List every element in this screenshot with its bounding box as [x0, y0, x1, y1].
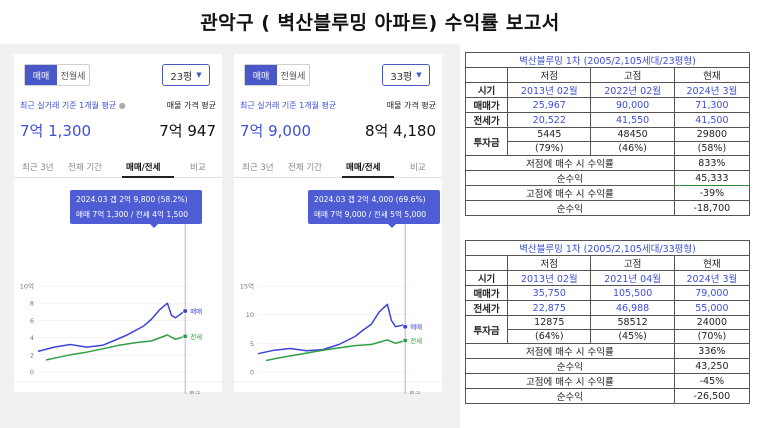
legend-label: 매매: [410, 323, 422, 331]
area-select[interactable]: 23평 ▼: [162, 64, 210, 86]
table-row: (79%) (46%) (58%): [466, 141, 751, 156]
table-header-row: 저점 고점 현재: [464, 255, 751, 271]
legend-label: 매매: [190, 307, 202, 315]
chevron-down-icon: ▼: [416, 71, 422, 79]
return-table-23: 벽산블루밍 1차 (2005/2,105세대/23평형) 저점 고점 현재 시기…: [464, 52, 751, 216]
ratio-note: 평균: [409, 390, 421, 394]
ask-label: 매물 가격 평균: [386, 101, 436, 110]
sale-tab[interactable]: 매매: [245, 65, 277, 85]
table-row: 순수익 -26,500: [465, 388, 751, 404]
tab-recent-3y[interactable]: 최근 3년: [242, 163, 274, 173]
trade-type-toggle[interactable]: 매매 전월세: [24, 64, 90, 86]
return-table-33: 벽산블루밍 1차 (2005/2,105세대/33평형) 저점 고점 현재 시기…: [464, 240, 751, 404]
series-line-1: [265, 339, 406, 362]
series-endpoint: [402, 323, 408, 330]
table-row: 순수익 -18,700: [465, 200, 751, 216]
series-endpoint: [182, 308, 188, 314]
rent-tab[interactable]: 전월세: [280, 71, 306, 82]
table-row: 순수익 43,250: [465, 358, 751, 374]
tab-sale-jeonse[interactable]: 매매/전세: [346, 163, 381, 173]
ask-label: 매물 가격 평균: [166, 101, 216, 110]
table-row: 저점에 매수 시 수익률 336%: [465, 343, 751, 359]
legend-label: 전세: [190, 332, 202, 341]
y-tick-label: 10억: [20, 283, 34, 291]
y-tick-label: 10: [246, 311, 254, 319]
page-title: 관악구 ( 벽산블루밍 아파트) 수익률 보고서: [200, 12, 560, 34]
tooltip-gap: 2024.03 갭 2억 9,800 (58.2%): [76, 195, 188, 204]
highlighted-cell: 45,333: [673, 170, 751, 186]
tab-recent-3y[interactable]: 최근 3년: [22, 163, 54, 173]
y-tick-label: 2: [30, 351, 34, 359]
chart-tooltip: 2024.03 갭 2억 4,000 (69.6%) 매매 7억 9,000 /…: [308, 190, 440, 228]
sale-tab[interactable]: 매매: [25, 65, 57, 85]
ask-price: 7억 947: [159, 122, 216, 140]
table-caption: 벽산블루밍 1차 (2005/2,105세대/33평형): [465, 240, 750, 256]
table-row: 저점에 매수 시 수익률 833%: [465, 155, 751, 171]
rent-tab[interactable]: 전월세: [60, 71, 86, 82]
ratio-note: 평균: [189, 390, 201, 394]
avg-price: 7억 9,000: [240, 122, 312, 140]
series-line-0: [257, 303, 406, 355]
tab-sale-jeonse[interactable]: 매매/전세: [126, 163, 161, 173]
table-row: 전세가 20,522 41,550 41,500: [464, 112, 751, 128]
tab-all-period[interactable]: 전체 기간: [288, 163, 322, 173]
ask-price: 8억 4,180: [364, 122, 436, 140]
y-tick-label: 8: [30, 300, 34, 308]
tab-compare[interactable]: 비교: [410, 163, 426, 173]
price-chart[interactable]: 15억1050전세가율매매전세평균66.1%200620082010201220…: [234, 224, 442, 394]
avg-price: 7억 1,300: [20, 122, 92, 140]
y-tick-label: 5: [250, 340, 254, 348]
price-chart[interactable]: 10억86420전세가율매매전세평균67.7%20062008201020122…: [14, 224, 222, 394]
info-icon: ●: [118, 101, 126, 110]
price-panel-23: 매매 전월세 23평 ▼ 최근 실거래 기준 1개월 평균 ● 매물 가격 평균…: [14, 54, 222, 394]
area-select[interactable]: 33평 ▼: [382, 64, 430, 86]
table-header-row: 저점 고점 현재: [464, 67, 751, 83]
tab-all-period[interactable]: 전체 기간: [68, 163, 102, 173]
period-tabs: 최근 3년 전체 기간 매매/전세 비교: [234, 158, 442, 178]
chevron-down-icon: ▼: [196, 71, 202, 79]
avg-label: 최근 실거래 기준 1개월 평균 ●: [20, 101, 126, 110]
trade-type-toggle[interactable]: 매매 전월세: [244, 64, 310, 86]
table-row: 고점에 매수 시 수익률 -39%: [465, 185, 751, 201]
y-tick-label: 0: [30, 369, 34, 377]
y-tick-label: 0: [250, 369, 254, 377]
table-row: (64%) (45%) (70%): [466, 329, 751, 344]
series-endpoint: [402, 337, 408, 344]
y-tick-label: 6: [30, 317, 34, 325]
legend-label: 전세: [410, 336, 422, 345]
table-row: 매매가 35,750 105,500 79,000: [464, 285, 751, 301]
table-row: 고점에 매수 시 수익률 -45%: [465, 373, 751, 389]
table-row: 시기 2013년 02월 2021년 04월 2024년 3월: [464, 270, 751, 286]
tooltip-prices: 매매 7억 1,300 / 전세 4억 1,500: [76, 210, 189, 219]
area-value: 23평: [170, 71, 193, 83]
tooltip-prices: 매매 7억 9,000 / 전세 5억 5,000: [314, 210, 427, 219]
table-row: 매매가 25,967 90,000 71,300: [464, 97, 751, 113]
table-caption: 벽산블루밍 1차 (2005/2,105세대/23평형): [465, 52, 750, 68]
chart-tooltip: 2024.03 갭 2억 9,800 (58.2%) 매매 7억 1,300 /…: [70, 190, 202, 228]
table-row: 시기 2013년 02월 2022년 02월 2024년 3월: [464, 82, 751, 98]
avg-label: 최근 실거래 기준 1개월 평균: [240, 101, 337, 110]
area-value: 33평: [390, 71, 413, 83]
series-line-0: [37, 302, 186, 353]
series-line-1: [45, 334, 186, 361]
price-panel-33: 매매 전월세 33평 ▼ 최근 실거래 기준 1개월 평균 매물 가격 평균 7…: [234, 54, 442, 394]
active-tab-underline: [342, 176, 394, 178]
table-row: 투자금 5445 48450 29800: [464, 127, 751, 156]
tab-compare[interactable]: 비교: [190, 163, 206, 173]
series-endpoint: [182, 333, 188, 340]
period-tabs: 최근 3년 전체 기간 매매/전세 비교: [14, 158, 222, 178]
table-row: 전세가 22,875 46,988 55,000: [464, 300, 751, 316]
tooltip-gap: 2024.03 갭 2억 4,000 (69.6%): [314, 195, 426, 204]
y-tick-label: 15억: [240, 283, 254, 291]
table-row: 순수익 45,333: [465, 170, 751, 186]
active-tab-underline: [122, 176, 174, 178]
table-row: 투자금 12875 58512 24000: [464, 315, 751, 344]
y-tick-label: 4: [30, 334, 34, 342]
